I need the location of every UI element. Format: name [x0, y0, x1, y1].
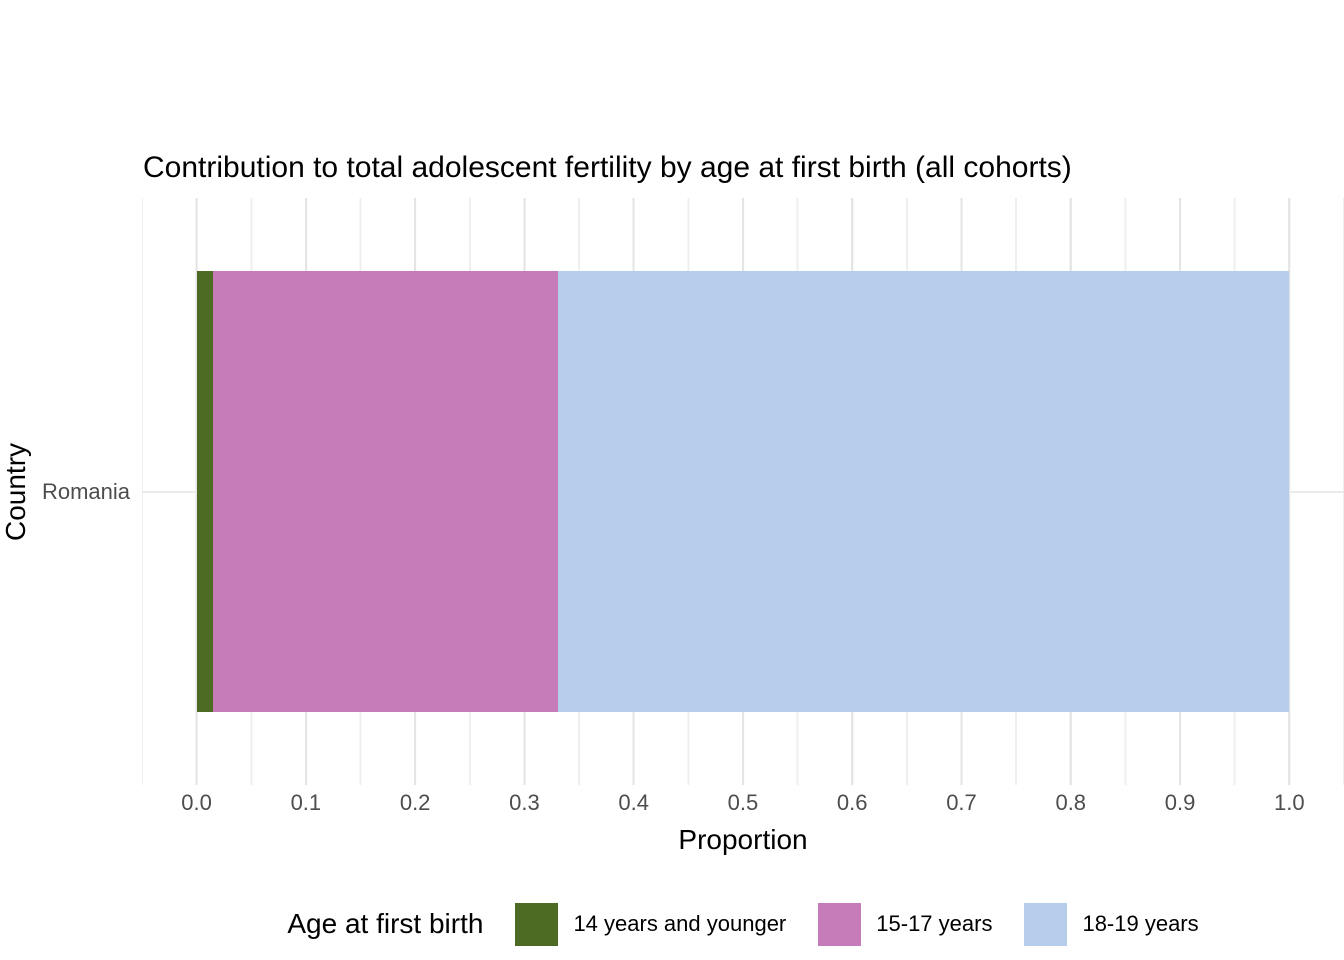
x-tick-label-0.0: 0.0 [181, 790, 212, 815]
x-tick-label-0.5: 0.5 [727, 790, 759, 815]
legend-item-14-years-and-younger: 14 years and younger [515, 902, 787, 946]
bar-segment-15-17-years [212, 271, 559, 712]
legend-swatch [1024, 902, 1068, 946]
x-tick-label-0.1: 0.1 [290, 790, 322, 815]
legend-label: 18-19 years [1082, 911, 1199, 936]
legend-label: 15-17 years [876, 911, 993, 936]
bar-segment-18-19-years [558, 271, 1290, 712]
x-tick-label-1.0: 1.0 [1274, 790, 1305, 815]
chart-title: Contribution to total adolescent fertili… [143, 151, 1072, 184]
bar-segment-14-years-and-younger [196, 271, 213, 712]
x-axis-tick-labels: 0.0 0.1 0.2 0.3 0.4 0.5 0.6 0.7 0.8 0.9 1.0 [142, 790, 1344, 816]
legend-label: 14 years and younger [573, 911, 787, 936]
x-axis-title: Proportion [678, 824, 808, 855]
legend: Age at first birth 14 years and younger 1… [142, 899, 1344, 949]
x-tick-label-0.3: 0.3 [509, 790, 540, 815]
x-tick-label-0.9: 0.9 [1164, 790, 1196, 815]
legend-title: Age at first birth [287, 908, 484, 939]
x-tick-label-0.8: 0.8 [1055, 790, 1087, 815]
legend-item-18-19-years: 18-19 years [1024, 902, 1199, 946]
x-tick-label-0.7: 0.7 [946, 790, 977, 815]
legend-swatch [818, 902, 862, 946]
legend-swatch [515, 902, 559, 946]
legend-item-15-17-years: 15-17 years [818, 902, 993, 946]
x-tick-label-0.6: 0.6 [836, 790, 868, 815]
stacked-bar-romania [196, 271, 1290, 712]
x-tick-label-0.2: 0.2 [399, 790, 431, 815]
x-tick-label-0.4: 0.4 [618, 790, 649, 815]
plot-panel [142, 198, 1344, 785]
y-axis-tick-label-romania: Romania [41, 479, 130, 504]
